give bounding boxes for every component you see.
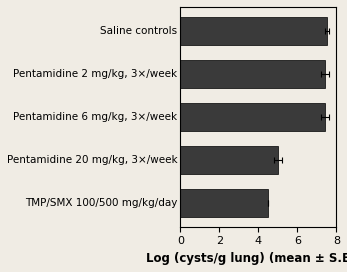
X-axis label: Log (cysts/g lung) (mean ± S.E.M.: Log (cysts/g lung) (mean ± S.E.M.: [146, 252, 347, 265]
Bar: [180, 17, 327, 45]
Bar: [180, 146, 278, 174]
Bar: [180, 189, 268, 217]
Bar: [180, 103, 325, 131]
Bar: [180, 60, 325, 88]
